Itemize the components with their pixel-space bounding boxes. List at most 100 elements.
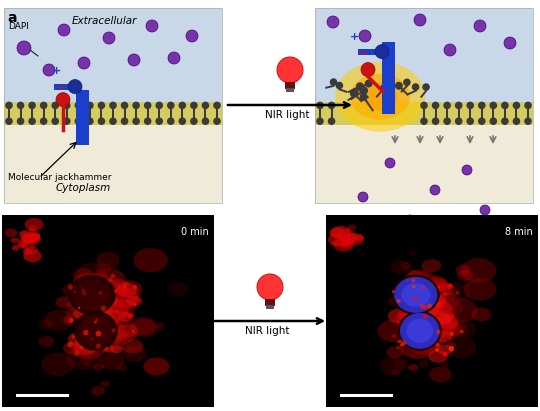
Circle shape: [392, 291, 395, 293]
Ellipse shape: [427, 276, 445, 289]
Ellipse shape: [132, 319, 158, 337]
Ellipse shape: [23, 249, 42, 262]
Circle shape: [167, 118, 174, 125]
Circle shape: [444, 44, 456, 56]
Ellipse shape: [423, 322, 429, 326]
Ellipse shape: [417, 315, 437, 329]
Ellipse shape: [94, 309, 114, 322]
Ellipse shape: [97, 319, 108, 326]
Circle shape: [94, 321, 97, 323]
Ellipse shape: [97, 293, 107, 299]
Circle shape: [257, 274, 283, 300]
Circle shape: [79, 345, 84, 350]
Ellipse shape: [335, 229, 350, 240]
Ellipse shape: [38, 319, 52, 330]
Circle shape: [393, 334, 396, 338]
Ellipse shape: [433, 295, 447, 304]
Ellipse shape: [93, 299, 128, 323]
Bar: [358, 48, 383, 55]
Ellipse shape: [413, 317, 426, 326]
Ellipse shape: [103, 319, 138, 344]
Ellipse shape: [80, 357, 93, 366]
Circle shape: [480, 205, 490, 215]
Ellipse shape: [94, 332, 103, 338]
Ellipse shape: [414, 297, 431, 309]
Circle shape: [411, 279, 415, 283]
Ellipse shape: [441, 361, 449, 367]
Ellipse shape: [348, 239, 354, 243]
Circle shape: [478, 118, 485, 125]
Circle shape: [436, 302, 442, 308]
Ellipse shape: [63, 282, 86, 298]
Circle shape: [213, 118, 221, 125]
Circle shape: [504, 37, 516, 49]
Circle shape: [478, 102, 485, 109]
Circle shape: [201, 102, 209, 109]
Ellipse shape: [123, 346, 146, 362]
Circle shape: [375, 45, 389, 59]
Ellipse shape: [83, 321, 109, 339]
Ellipse shape: [112, 329, 123, 336]
Circle shape: [75, 118, 82, 125]
Ellipse shape: [23, 232, 38, 242]
Ellipse shape: [83, 312, 105, 326]
Ellipse shape: [100, 321, 111, 328]
Ellipse shape: [432, 335, 447, 345]
Circle shape: [360, 87, 368, 95]
Ellipse shape: [66, 300, 82, 311]
Circle shape: [156, 118, 163, 125]
Ellipse shape: [416, 290, 451, 315]
Circle shape: [443, 102, 451, 109]
Ellipse shape: [355, 235, 363, 241]
Circle shape: [384, 79, 392, 87]
Ellipse shape: [411, 302, 421, 309]
Ellipse shape: [414, 295, 426, 302]
Ellipse shape: [91, 386, 105, 396]
Circle shape: [350, 90, 358, 97]
Ellipse shape: [441, 306, 453, 314]
Circle shape: [364, 79, 373, 88]
Circle shape: [144, 102, 151, 109]
Circle shape: [179, 118, 186, 125]
Ellipse shape: [103, 313, 111, 317]
Ellipse shape: [103, 345, 114, 352]
Circle shape: [512, 118, 520, 125]
Bar: [326, 215, 538, 407]
Circle shape: [328, 102, 335, 109]
Circle shape: [420, 285, 426, 290]
Ellipse shape: [397, 287, 415, 299]
Ellipse shape: [76, 330, 109, 353]
Bar: [285, 82, 295, 89]
Circle shape: [361, 62, 375, 76]
Circle shape: [78, 57, 90, 69]
Ellipse shape: [126, 296, 142, 306]
Circle shape: [156, 102, 163, 109]
Ellipse shape: [377, 319, 410, 342]
Circle shape: [105, 347, 108, 350]
Ellipse shape: [83, 310, 104, 325]
Ellipse shape: [5, 229, 17, 237]
Ellipse shape: [84, 308, 95, 315]
Ellipse shape: [456, 265, 471, 275]
Circle shape: [28, 118, 36, 125]
Circle shape: [460, 330, 463, 333]
Ellipse shape: [21, 229, 40, 242]
Ellipse shape: [424, 297, 433, 303]
Ellipse shape: [427, 307, 439, 316]
Ellipse shape: [400, 335, 435, 359]
Ellipse shape: [418, 360, 429, 367]
Ellipse shape: [434, 345, 444, 351]
Circle shape: [213, 102, 221, 109]
Ellipse shape: [471, 307, 491, 321]
Circle shape: [432, 102, 440, 109]
Ellipse shape: [400, 313, 440, 349]
Circle shape: [17, 118, 24, 125]
Ellipse shape: [431, 283, 451, 297]
Ellipse shape: [21, 234, 35, 244]
Circle shape: [356, 82, 364, 90]
Circle shape: [420, 304, 425, 309]
Ellipse shape: [133, 248, 168, 272]
Ellipse shape: [415, 311, 423, 316]
Ellipse shape: [415, 307, 430, 317]
Ellipse shape: [88, 293, 114, 311]
